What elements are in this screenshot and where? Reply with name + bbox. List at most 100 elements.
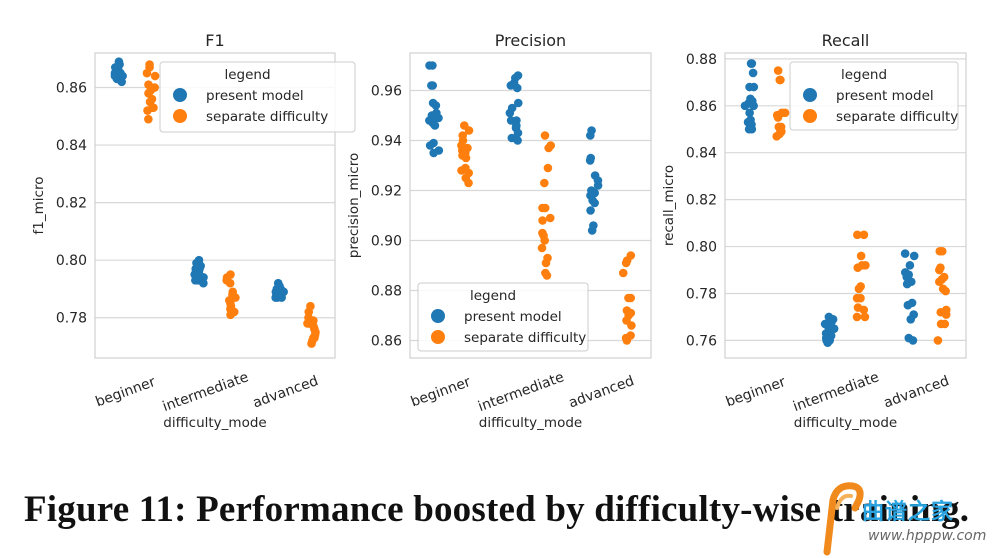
data-point-separate-difficulty: [542, 271, 552, 280]
data-point-separate-difficulty: [226, 310, 235, 320]
data-point-present-model: [427, 81, 436, 90]
data-point-present-model: [906, 314, 916, 324]
y-tick-label: 0.84: [56, 138, 87, 154]
data-point-separate-difficulty: [541, 258, 551, 268]
legend-title: legend: [841, 67, 887, 83]
data-point-present-model: [905, 261, 915, 270]
x-axis-label: difficulty_mode: [163, 415, 266, 431]
data-point-separate-difficulty: [860, 312, 870, 322]
data-point-separate-difficulty: [941, 310, 951, 319]
data-point-separate-difficulty: [464, 126, 474, 135]
data-point-present-model: [428, 61, 437, 70]
data-point-present-model: [593, 181, 603, 190]
chart-panel-f1: 0.78 0.80 0.82 0.84 0.86 F1 f1_micro beginner in…: [31, 31, 356, 431]
data-point-separate-difficulty: [941, 286, 950, 296]
y-tick-label: 0.82: [686, 193, 717, 209]
chart-panel-recall: 0.76 0.78 0.80 0.82 0.84 0.86 0.88 Recall recall…: [661, 31, 967, 431]
data-point-separate-difficulty: [772, 131, 781, 141]
data-point-present-model: [506, 81, 516, 90]
data-point-separate-difficulty: [934, 277, 944, 287]
y-tick-label: 0.82: [56, 196, 87, 212]
y-tick-label: 0.88: [686, 52, 717, 68]
data-point-separate-difficulty: [859, 305, 869, 315]
y-tick-label: 0.84: [686, 146, 717, 162]
legend-marker-icon: [803, 88, 817, 102]
data-point-present-model: [425, 141, 435, 150]
y-tick-label: 0.78: [56, 311, 87, 327]
y-tick-label: 0.86: [371, 334, 402, 350]
chart-panel-precision: 0.86 0.88 0.90 0.92 0.94 0.96 Precision precisi…: [346, 31, 652, 431]
data-point-present-model: [512, 83, 522, 93]
data-point-separate-difficulty: [543, 163, 553, 173]
data-point-present-model: [429, 148, 438, 158]
data-point-present-model: [513, 128, 523, 138]
data-point-separate-difficulty: [773, 113, 783, 122]
y-tick-label: 0.80: [686, 240, 717, 256]
data-point-present-model: [434, 113, 443, 123]
data-point-present-model: [903, 300, 913, 310]
x-tick-label: advanced: [882, 373, 952, 411]
data-point-present-model: [908, 336, 918, 345]
data-point-present-model: [740, 101, 750, 111]
data-point-separate-difficulty: [776, 75, 785, 85]
y-axis-label: f1_micro: [31, 177, 47, 235]
x-tick-label: beginner: [409, 374, 473, 410]
data-point-separate-difficulty: [225, 278, 235, 288]
data-point-separate-difficulty: [933, 336, 943, 345]
legend-entry: separate difficulty: [836, 109, 958, 125]
x-axis-label: difficulty_mode: [794, 415, 897, 431]
data-point-separate-difficulty: [852, 312, 862, 322]
data-point-separate-difficulty: [464, 178, 473, 188]
data-point-separate-difficulty: [540, 131, 550, 140]
y-tick-label: 0.88: [371, 284, 402, 300]
data-point-separate-difficulty: [150, 71, 160, 81]
legend: legend present model separate difficulty: [417, 282, 589, 352]
legend-entry: present model: [836, 88, 934, 104]
legend-entry: separate difficulty: [206, 109, 328, 125]
data-point-present-model: [199, 278, 208, 288]
legend-marker-icon: [431, 309, 445, 323]
watermark-logo-icon: [823, 482, 864, 556]
data-point-separate-difficulty: [142, 68, 152, 78]
x-tick-label: beginner: [724, 374, 788, 410]
data-point-separate-difficulty: [773, 66, 783, 75]
legend-marker-icon: [173, 88, 187, 102]
data-point-separate-difficulty: [935, 246, 945, 256]
data-point-present-model: [586, 206, 595, 215]
watermark-text: 曲谱之家: [862, 500, 955, 525]
data-point-separate-difficulty: [861, 261, 870, 270]
data-point-present-model: [909, 251, 919, 261]
data-point-present-model: [902, 279, 912, 289]
figure-caption: Figure 11: Performance boosted by diffic…: [24, 489, 970, 530]
data-point-present-model: [117, 77, 127, 87]
y-tick-label: 0.96: [371, 84, 402, 100]
x-axis-label: difficulty_mode: [479, 415, 582, 431]
data-point-separate-difficulty: [854, 284, 864, 294]
data-point-present-model: [513, 136, 522, 145]
data-point-present-model: [587, 226, 597, 235]
y-tick-label: 0.80: [56, 253, 87, 269]
data-point-separate-difficulty: [544, 143, 553, 153]
legend-entry: separate difficulty: [464, 330, 586, 346]
data-point-present-model: [823, 338, 832, 348]
x-tick-label: advanced: [567, 373, 637, 411]
data-point-separate-difficulty: [621, 258, 631, 268]
legend-marker-icon: [803, 109, 817, 123]
data-point-separate-difficulty: [143, 106, 152, 115]
data-point-present-model: [749, 82, 759, 92]
legend-title: legend: [470, 288, 516, 304]
data-point-present-model: [430, 121, 440, 130]
chart-title: Precision: [495, 31, 566, 50]
data-point-present-model: [271, 293, 280, 302]
data-point-present-model: [749, 101, 758, 111]
data-point-present-model: [431, 101, 441, 110]
data-point-present-model: [748, 68, 758, 78]
plot-frame: [724, 52, 967, 359]
data-point-separate-difficulty: [935, 265, 944, 275]
data-point-present-model: [745, 108, 754, 118]
data-point-present-model: [586, 131, 595, 140]
x-tick-label: advanced: [251, 373, 321, 411]
data-point-present-model: [110, 71, 120, 81]
data-point-separate-difficulty: [853, 230, 862, 240]
y-axis-label: recall_micro: [661, 165, 677, 246]
